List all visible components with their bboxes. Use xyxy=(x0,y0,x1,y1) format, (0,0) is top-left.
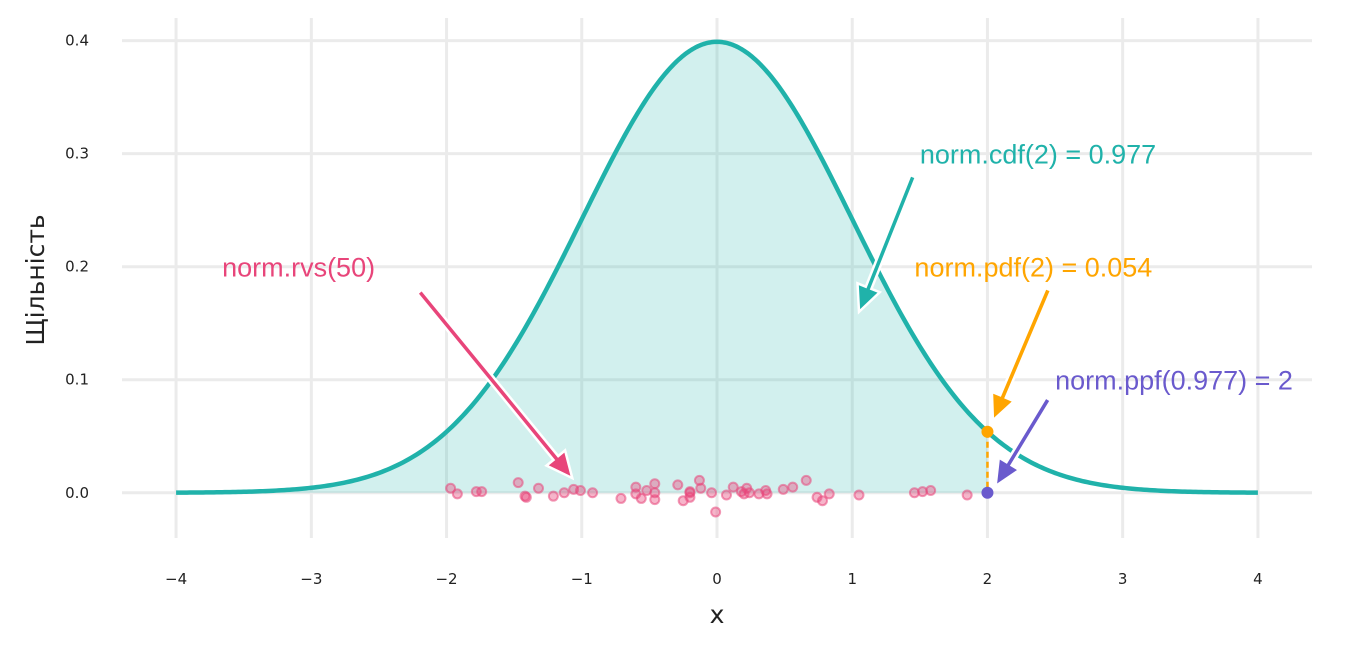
x-tick-label: 1 xyxy=(847,570,857,588)
pdf-curve xyxy=(176,39,1258,495)
random-samples-group xyxy=(445,474,973,518)
pdf-curve-group xyxy=(176,39,1258,495)
tick-labels-group: −4 −3 −2 −1 0 1 2 3 4 0.0 0.1 0.2 0.3 0.4 xyxy=(65,32,1263,588)
x-tick-label: −2 xyxy=(435,570,457,588)
y-tick-label: 0.3 xyxy=(65,145,89,163)
cdf-fill-area-group xyxy=(176,41,988,493)
sample-point xyxy=(710,506,722,518)
sample-point xyxy=(961,489,973,501)
sample-point xyxy=(533,482,544,494)
x-tick-label: −3 xyxy=(300,570,322,588)
sample-point xyxy=(816,495,828,507)
annotation-arrow xyxy=(994,395,1053,489)
sample-point xyxy=(558,487,570,499)
x-tick-label: −4 xyxy=(165,570,187,588)
sample-point xyxy=(695,482,707,494)
sample-point xyxy=(823,488,835,500)
annotation-arrow xyxy=(415,287,575,481)
sample-point xyxy=(800,474,812,486)
y-tick-label: 0.1 xyxy=(65,371,89,389)
markers-group xyxy=(981,425,994,499)
annotation-text: norm.pdf(2) = 0.054 xyxy=(914,253,1152,283)
annotation-texts-group: norm.cdf(2) = 0.977 norm.pdf(2) = 0.054 no… xyxy=(222,140,1293,396)
sample-point xyxy=(451,488,463,500)
sample-point xyxy=(547,490,559,502)
annotation-text: norm.ppf(0.977) = 2 xyxy=(1055,366,1293,396)
x-tick-label: 0 xyxy=(712,570,722,588)
pdf-point xyxy=(981,425,994,438)
y-tick-label: 0.0 xyxy=(65,484,89,502)
sample-point xyxy=(649,487,661,499)
sample-point xyxy=(512,477,524,489)
x-tick-label: 2 xyxy=(983,570,993,588)
sample-point xyxy=(777,483,789,495)
annotation-text: norm.rvs(50) xyxy=(222,253,375,283)
x-tick-label: 4 xyxy=(1253,570,1263,588)
sample-point xyxy=(520,491,532,503)
y-tick-label: 0.4 xyxy=(65,32,89,50)
sample-point xyxy=(706,487,718,499)
sample-point xyxy=(615,492,627,504)
sample-point xyxy=(574,485,586,497)
x-axis-title: x xyxy=(710,600,725,629)
sample-point xyxy=(720,489,732,501)
x-tick-label: −1 xyxy=(571,570,593,588)
x-tick-label: 3 xyxy=(1118,570,1128,588)
sample-point xyxy=(787,481,799,493)
annotation-text: norm.cdf(2) = 0.977 xyxy=(920,140,1156,170)
annotation-arrow xyxy=(990,286,1053,424)
sample-point xyxy=(727,481,739,493)
sample-point xyxy=(761,488,773,500)
sample-point xyxy=(811,491,823,503)
y-axis-title: Щільність xyxy=(21,214,50,345)
sample-point xyxy=(635,492,647,504)
sample-point xyxy=(672,479,684,491)
y-tick-label: 0.2 xyxy=(65,258,89,276)
sample-point xyxy=(445,482,457,494)
annotation-arrows-group xyxy=(415,173,1053,489)
sample-point xyxy=(476,486,488,498)
ppf-point xyxy=(981,486,994,499)
sample-point xyxy=(925,485,937,497)
annotation-arrow xyxy=(856,173,918,315)
sample-point xyxy=(684,486,696,498)
sample-point xyxy=(587,487,599,499)
sample-point xyxy=(649,478,661,490)
cdf-fill-area xyxy=(176,41,988,493)
sample-point xyxy=(853,489,865,501)
sample-point xyxy=(743,487,755,499)
